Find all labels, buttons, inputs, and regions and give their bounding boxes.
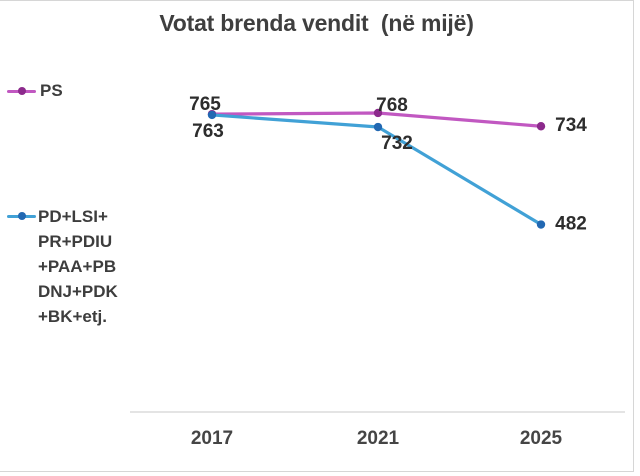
legend-label-opposition: PD+LSI+ PR+PDIU +PAA+PB DNJ+PDK +BK+etj. <box>38 204 118 329</box>
data-point-marker <box>536 122 546 131</box>
data-label: 768 <box>376 95 408 116</box>
legend-label-line: +BK+etj. <box>38 307 107 326</box>
legend-label-line: DNJ+PDK <box>38 282 118 301</box>
data-label: 734 <box>555 115 587 136</box>
data-point-marker <box>373 122 383 132</box>
opposition-marker-dot-icon <box>18 212 26 220</box>
series-line-opposition <box>210 113 543 227</box>
legend-label-ps: PS <box>40 81 63 100</box>
data-point-marker <box>207 110 217 120</box>
data-label: 763 <box>192 121 224 142</box>
line-chart-plot: 765 768 734 763 732 482 <box>130 94 625 413</box>
x-axis-label: 2021 <box>356 428 400 449</box>
legend-item-opposition: PD+LSI+ PR+PDIU +PAA+PB DNJ+PDK +BK+etj. <box>7 204 118 329</box>
x-axis-label: 2017 <box>190 428 234 449</box>
x-axis-labels: 2017 2021 2025 <box>0 428 633 452</box>
data-label: 482 <box>555 214 587 235</box>
ps-marker-dot-icon <box>18 87 26 95</box>
data-point-marker <box>373 108 383 118</box>
x-axis-label: 2025 <box>519 428 563 449</box>
ps-series-swatch <box>7 82 36 100</box>
legend-item-ps: PS <box>7 81 63 100</box>
data-point-marker <box>536 220 546 229</box>
legend-label-line: +PAA+PB <box>38 257 117 276</box>
legend-label-line: PR+PDIU <box>38 232 113 251</box>
data-label: 765 <box>189 94 221 115</box>
data-label: 732 <box>381 133 413 154</box>
legend-label-line: PD+LSI+ <box>38 207 108 226</box>
opposition-series-swatch <box>7 207 36 225</box>
chart-title: Votat brenda vendit (në mijë) <box>159 10 474 36</box>
